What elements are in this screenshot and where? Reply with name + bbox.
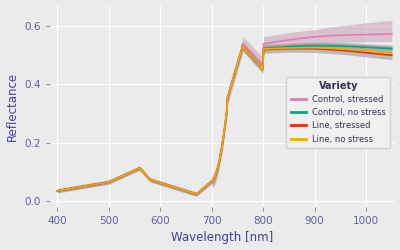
Legend: Control, stressed, Control, no stress, Line, stressed, Line, no stress: Control, stressed, Control, no stress, L…: [286, 77, 390, 148]
Y-axis label: Reflectance: Reflectance: [6, 72, 18, 141]
X-axis label: Wavelength [nm]: Wavelength [nm]: [171, 232, 273, 244]
